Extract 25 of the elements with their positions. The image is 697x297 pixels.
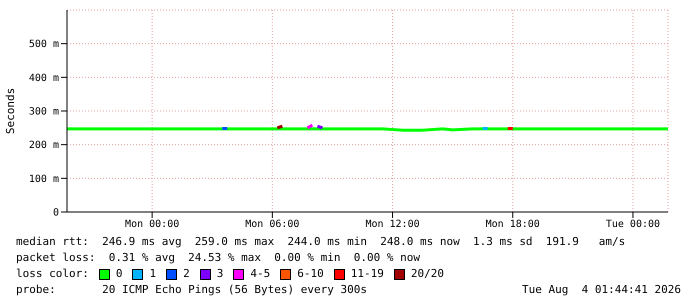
text: probe: 20 ICMP Echo Pings (56 Bytes) every 300s bbox=[16, 282, 367, 297]
legend-label: 6-10 bbox=[297, 266, 324, 282]
legend-label: 2 bbox=[183, 266, 190, 282]
legend-label: 0 bbox=[116, 266, 122, 282]
x-tick-label: Mon 00:00 bbox=[125, 219, 180, 230]
y-tick-label: 0 bbox=[52, 208, 59, 219]
y-axis-title: Seconds bbox=[4, 88, 17, 134]
y-tick-label: 500 m bbox=[28, 39, 59, 50]
x-tick-label: Mon 12:00 bbox=[365, 219, 420, 230]
y-tick-label: 400 m bbox=[28, 72, 59, 84]
legend-label: 1 bbox=[149, 266, 156, 282]
text: median rtt: 246.9 ms avg 259.0 ms max 244.0 ms min 248.0 ms now 1.3 ms sd 191.9 am/s bbox=[16, 234, 626, 250]
x-tick-label: Mon 06:00 bbox=[245, 219, 300, 230]
legend-label: 3 bbox=[216, 266, 224, 282]
x-tick-label: Tue 00:00 bbox=[606, 219, 660, 230]
x-tick-label: Mon 18:00 bbox=[486, 219, 540, 230]
y-tick-label: 100 m bbox=[28, 174, 59, 185]
legend-title: loss color: bbox=[16, 266, 89, 282]
text: packet loss: 0.31 % avg 24.53 % max 0.00 % min 0.00 % now bbox=[16, 250, 421, 266]
legend-label: 11-19 bbox=[350, 266, 384, 282]
legend-label: 20/20 bbox=[410, 266, 444, 282]
y-tick-label: 300 m bbox=[28, 106, 59, 118]
y-tick-label: 200 m bbox=[28, 140, 59, 152]
text: Tue Aug 4 01:44:41 2026 bbox=[522, 282, 681, 297]
legend-label: 4-5 bbox=[250, 266, 270, 282]
